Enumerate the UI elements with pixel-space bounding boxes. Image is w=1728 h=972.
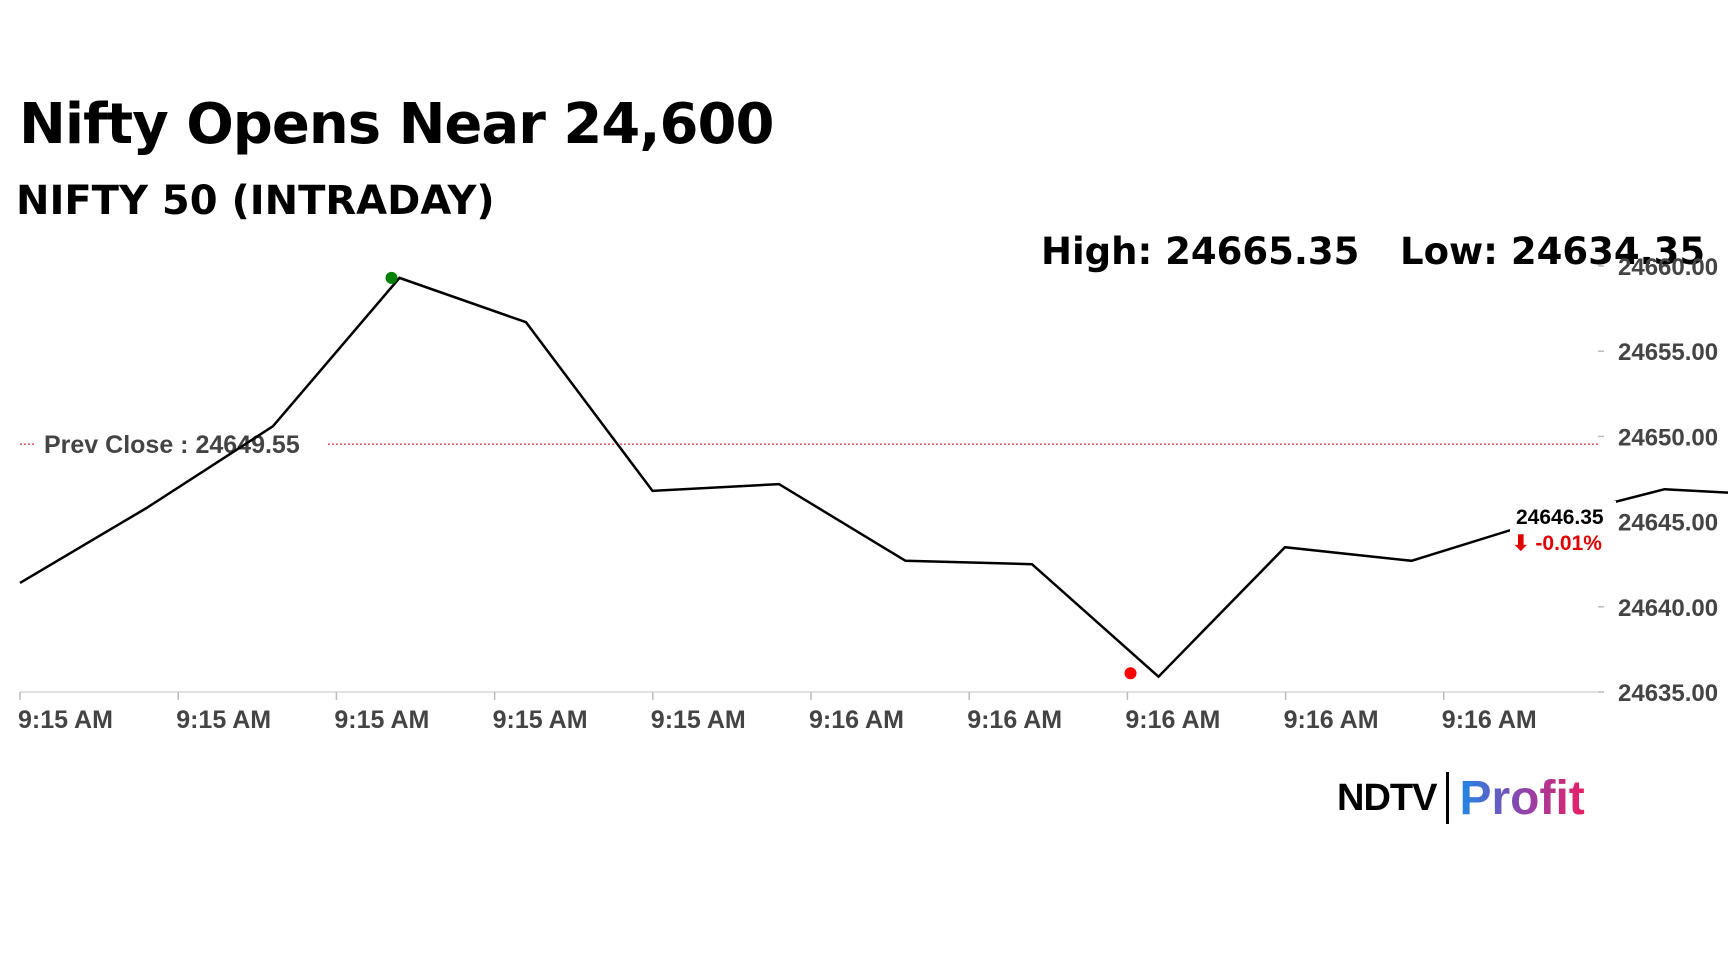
price-line [19,276,1728,679]
plot-area: 24646.35 ⬇ -0.01% [19,271,1728,680]
high-stat: High: 24665.35 [1041,230,1360,273]
chart-title: Nifty Opens Near 24,600 [19,92,774,157]
x-tick-label: 9:16 AM [1125,706,1220,734]
prev-close-group: Prev Close : 24649.55 [20,427,1598,462]
y-tick-label: 24645.00 [1618,510,1718,537]
x-tick-label: 9:15 AM [493,706,588,734]
logo-ndtv-text: NDTV [1337,776,1437,819]
x-tick-label: 9:16 AM [809,706,904,734]
y-tick-label: 24655.00 [1618,339,1718,366]
x-axis: 9:15 AM 9:15 AM 9:15 AM 9:15 AM 9:15 AM 9:16 … [18,691,1598,734]
prev-close-label-bg [36,427,326,462]
logo-divider [1446,772,1450,824]
x-tick-label: 9:16 AM [1442,706,1537,734]
last-value-bg [1510,501,1616,557]
low-marker [1124,667,1137,680]
low-stat: Low: 24634.35 [1400,230,1706,273]
logo-profit-text: Profit [1459,771,1585,825]
prev-close-label: Prev Close : 24649.55 [44,431,300,459]
ndtv-profit-logo: NDTV Profit [1337,768,1585,828]
high-marker [385,271,398,284]
x-tick-label: 9:15 AM [334,706,429,734]
y-tick-label: 24660.00 [1618,254,1718,281]
y-tick-label: 24650.00 [1618,424,1718,451]
y-tick-label: 24640.00 [1618,595,1718,622]
last-value-label: 24646.35 [1516,506,1604,529]
x-tick-label: 9:16 AM [967,706,1062,734]
x-tick-label: 9:15 AM [176,706,271,734]
y-axis: 24635.00 24640.00 24645.00 24650.00 24655.00… [1598,254,1718,707]
chart-subtitle: NIFTY 50 (INTRADAY) [16,178,495,224]
x-tick-label: 9:15 AM [651,706,746,734]
y-tick-label: 24635.00 [1618,680,1718,707]
x-tick-label: 9:15 AM [18,706,113,734]
last-change-label: ⬇ -0.01% [1512,532,1602,555]
x-tick-label: 9:16 AM [1284,706,1379,734]
